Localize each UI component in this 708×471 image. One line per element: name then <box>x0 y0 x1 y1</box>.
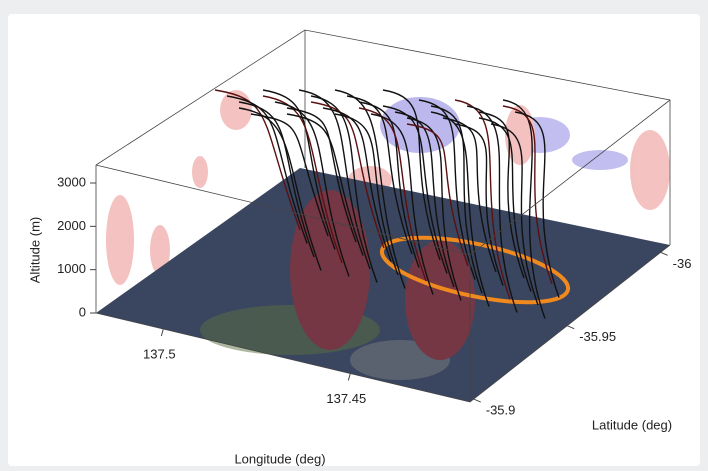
y-tick-label: -36 <box>673 256 692 271</box>
x-tick-label: 137.45 <box>326 391 366 406</box>
y-axis-label: Latitude (deg) <box>592 417 672 432</box>
blob <box>192 156 208 188</box>
z-tick-label: 3000 <box>57 174 86 189</box>
blob <box>290 190 370 350</box>
blob <box>106 195 134 285</box>
x-tick-label: 137.5 <box>143 346 176 361</box>
y-tick-label: -35.9 <box>486 403 516 418</box>
blob <box>572 150 628 170</box>
z-tick-label: 2000 <box>57 218 86 233</box>
z-tick-label: 1000 <box>57 261 86 276</box>
chart: Altitude (m) Longitude (deg) Latitude (d… <box>0 0 708 471</box>
z-axis-label: Altitude (m) <box>27 217 42 283</box>
page: {"chart_data": {"type": "3d", "xlabel": … <box>0 0 708 471</box>
z-tick-label: 0 <box>79 304 86 319</box>
blob <box>630 130 670 210</box>
y-tick-label: -35.95 <box>579 329 616 344</box>
x-axis-label: Longitude (deg) <box>234 451 325 466</box>
